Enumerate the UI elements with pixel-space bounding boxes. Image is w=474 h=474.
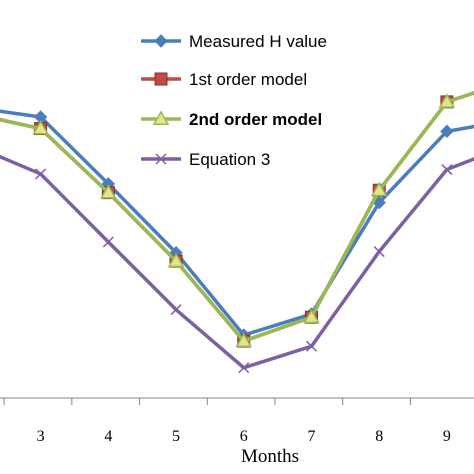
legend-box	[120, 5, 374, 183]
legend-label-1st-order: 1st order model	[189, 70, 307, 89]
data-point-2-4	[235, 332, 253, 348]
data-point-3-7	[441, 164, 453, 176]
x-axis-title: Months	[241, 446, 299, 467]
data-point-3-3	[170, 304, 182, 316]
data-point-3-5-stroke-b	[305, 340, 318, 352]
data-point-2-5	[303, 308, 320, 324]
legend-swatch-marker-3-stroke-b	[155, 153, 167, 165]
data-point-3-7-stroke-b	[441, 164, 453, 176]
data-point-3-3-stroke-b	[170, 304, 182, 316]
legend-item-0	[141, 34, 181, 48]
data-point-2-7	[438, 93, 456, 108]
data-point-3-6-stroke-b	[373, 246, 385, 258]
x-axis: 3 4 5 6 7 8 9	[0, 397, 474, 445]
data-point-3-4	[238, 362, 250, 374]
legend-item-1	[141, 72, 181, 86]
series-2	[0, 91, 474, 348]
data-point-3-2	[102, 236, 114, 248]
data-point-3-5	[305, 340, 318, 352]
data-point-0-7	[440, 124, 454, 139]
x-tick-label-6: 9	[443, 428, 451, 445]
legend-swatch-marker-3	[155, 153, 167, 165]
series-layer	[0, 91, 474, 374]
legend-label-equation-3: Equation 3	[189, 150, 270, 169]
legend-item-3	[141, 153, 181, 165]
data-point-3-1-stroke-b	[35, 168, 47, 180]
legend-swatch-marker-1	[154, 72, 168, 86]
legend-item-2	[141, 110, 181, 125]
data-point-2-3	[167, 252, 185, 268]
data-point-3-1	[35, 168, 47, 180]
x-tick-label-2: 5	[172, 428, 180, 445]
data-point-2-6	[370, 181, 388, 197]
legend-label-2nd-order: 2nd order model	[189, 110, 322, 129]
x-tick-label-1: 4	[104, 428, 112, 445]
legend-label-measured: Measured H value	[189, 32, 327, 51]
x-tick-label-5: 8	[375, 428, 383, 445]
legend-items	[141, 34, 181, 165]
data-point-2-1	[32, 120, 49, 135]
data-point-3-6	[373, 246, 385, 258]
x-tick-label-3: 6	[240, 428, 248, 445]
x-tick-label-0: 3	[37, 428, 45, 445]
series-3	[0, 154, 474, 374]
legend-swatch-marker-2	[152, 110, 170, 125]
data-point-3-2-stroke-b	[102, 236, 114, 248]
legend: Measured H value 1st order model 2nd ord…	[120, 5, 374, 183]
data-point-2-2	[100, 184, 117, 199]
x-tick-label-4: 7	[307, 428, 315, 445]
legend-swatch-marker-0	[154, 34, 168, 48]
data-point-3-4-stroke-b	[238, 362, 250, 374]
